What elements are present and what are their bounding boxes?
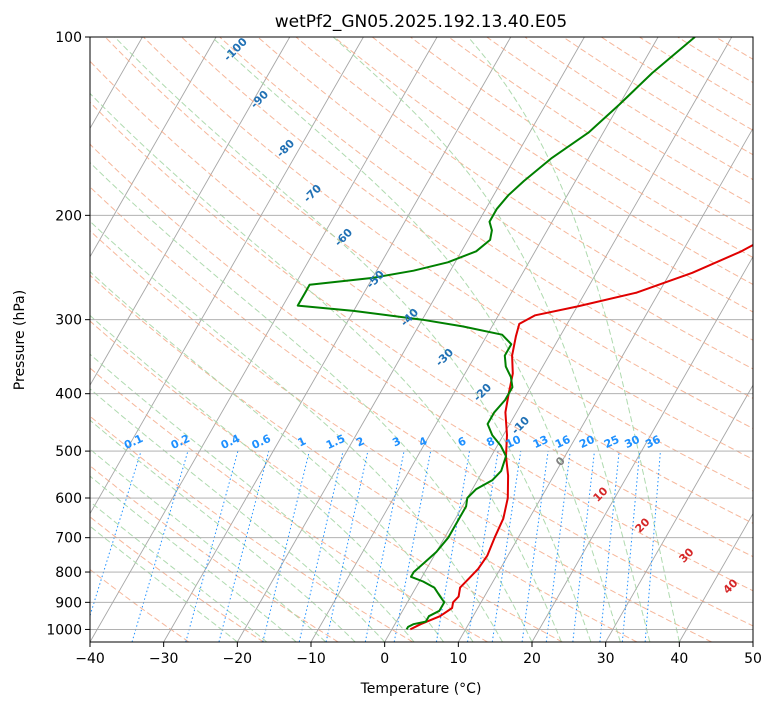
- isotherm-line: [90, 37, 217, 258]
- moist-adiabat-line: [467, 37, 680, 642]
- x-tick-label: −30: [149, 651, 179, 667]
- moist-adiabat-line: [332, 37, 651, 642]
- isotherm-line: [531, 255, 753, 642]
- dry-adiabat-line: [257, 37, 753, 370]
- y-axis-label: Pressure (hPa): [12, 290, 28, 390]
- mixing-ratio-label: 13: [531, 433, 550, 451]
- moist-adiabat-line: [90, 220, 503, 642]
- mixing-ratio-label: 36: [643, 433, 663, 451]
- mixing-ratio-line: [364, 451, 405, 642]
- moist-adiabat-line: [90, 388, 386, 642]
- x-tick-label: 10: [449, 651, 467, 667]
- isotherm-line: [310, 37, 659, 642]
- mixing-ratio-line: [435, 451, 471, 642]
- mixing-ratio-line: [393, 451, 432, 642]
- y-tick-label: 1000: [46, 622, 82, 638]
- mixing-ratio-line: [262, 450, 310, 642]
- mixing-ratio-line: [491, 451, 522, 642]
- y-tick-label: 700: [55, 531, 82, 547]
- mixing-ratio-line: [325, 450, 369, 642]
- x-tick-label: 20: [523, 651, 541, 667]
- y-tick-label: 500: [55, 444, 82, 460]
- x-tick-label: −40: [75, 651, 105, 667]
- moist-adiabat-line: [211, 37, 621, 642]
- moist-adiabat-line: [90, 271, 474, 642]
- isotherm-line: [90, 37, 364, 515]
- mixing-ratio-label: 16: [553, 433, 573, 451]
- dry-adiabat-line: [90, 230, 712, 642]
- mixing-ratio-line: [521, 451, 549, 642]
- isotherm-line: [678, 512, 753, 642]
- mixing-ratio-line: [185, 450, 239, 642]
- x-tick-label: −20: [223, 651, 253, 667]
- moist-adiabat-line: [90, 353, 415, 642]
- y-tick-label: 300: [55, 313, 82, 329]
- mixing-ratio-line: [572, 451, 595, 642]
- y-tick-label: 600: [55, 491, 82, 507]
- isotherm-line: [90, 37, 438, 642]
- isotherm-line: [90, 37, 291, 387]
- dry-adiabat-line: [90, 274, 638, 642]
- dry-adiabat-line: [90, 186, 753, 627]
- x-tick-label: 30: [597, 651, 615, 667]
- plot-area: [90, 37, 753, 642]
- y-tick-label: 800: [55, 565, 82, 581]
- axes-ticks: −40 −30 −20 −10 0 10 20 30 40 50 1000 900 800 700 600 5…: [46, 30, 762, 667]
- isotherm-line: [457, 127, 753, 642]
- moist-adiabat-line: [90, 501, 268, 642]
- moist-adiabat-line: [90, 525, 238, 642]
- x-tick-label: 50: [744, 651, 762, 667]
- x-tick-label: 0: [380, 651, 389, 667]
- moist-adiabat-line: [114, 37, 592, 642]
- mixing-ratio-label: 10: [504, 433, 524, 451]
- plot-frame: [89, 36, 754, 643]
- isotherm-line: [236, 37, 585, 642]
- mixing-ratio-line: [298, 450, 344, 642]
- dewpoint-profile-line: [296, 37, 696, 630]
- isotherm-line: [605, 384, 753, 642]
- temperature-profile-line: [409, 243, 753, 631]
- moist-adiabat-line: [90, 475, 297, 642]
- dry-adiabat-line: [181, 37, 753, 430]
- chart-title: wetPf2_GN05.2025.192.13.40.E05: [275, 12, 567, 32]
- mixing-ratio-label: 25: [602, 433, 621, 451]
- mixing-ratio-label: 30: [622, 433, 642, 451]
- dry-adiabat-line: [333, 37, 753, 313]
- mixing-ratio-line: [90, 450, 142, 618]
- dry-adiabat-line: [90, 320, 563, 642]
- mixing-ratio-line: [218, 450, 270, 642]
- dry-adiabat-line: [90, 568, 190, 642]
- moist-adiabat-line: [90, 161, 533, 642]
- mixing-ratio-line: [131, 450, 189, 642]
- y-tick-label: 400: [55, 387, 82, 403]
- isotherm-line: [163, 37, 512, 642]
- isotherm-line: [384, 37, 733, 642]
- dry-adiabat-line: [90, 367, 488, 642]
- y-tick-label: 900: [55, 595, 82, 611]
- dry-adiabat-line: [90, 101, 753, 558]
- x-axis-label: Temperature (°C): [360, 681, 482, 697]
- x-tick-label: 40: [670, 651, 688, 667]
- dry-adiabat-line: [90, 465, 339, 642]
- moist-adiabat-line: [90, 92, 562, 642]
- x-tick-label: −10: [296, 651, 326, 667]
- dry-adiabat-line: [90, 516, 264, 642]
- moist-adiabat-line: [90, 448, 327, 642]
- mixing-ratio-label: 20: [577, 433, 597, 451]
- dry-adiabat-line: [90, 143, 753, 592]
- mixing-ratio-line: [545, 451, 571, 642]
- dry-adiabat-line: [90, 415, 414, 642]
- y-tick-label: 100: [55, 30, 82, 46]
- dry-adiabat-line: [104, 37, 753, 492]
- y-tick-label: 200: [55, 208, 82, 224]
- mixing-ratio-line: [467, 451, 499, 642]
